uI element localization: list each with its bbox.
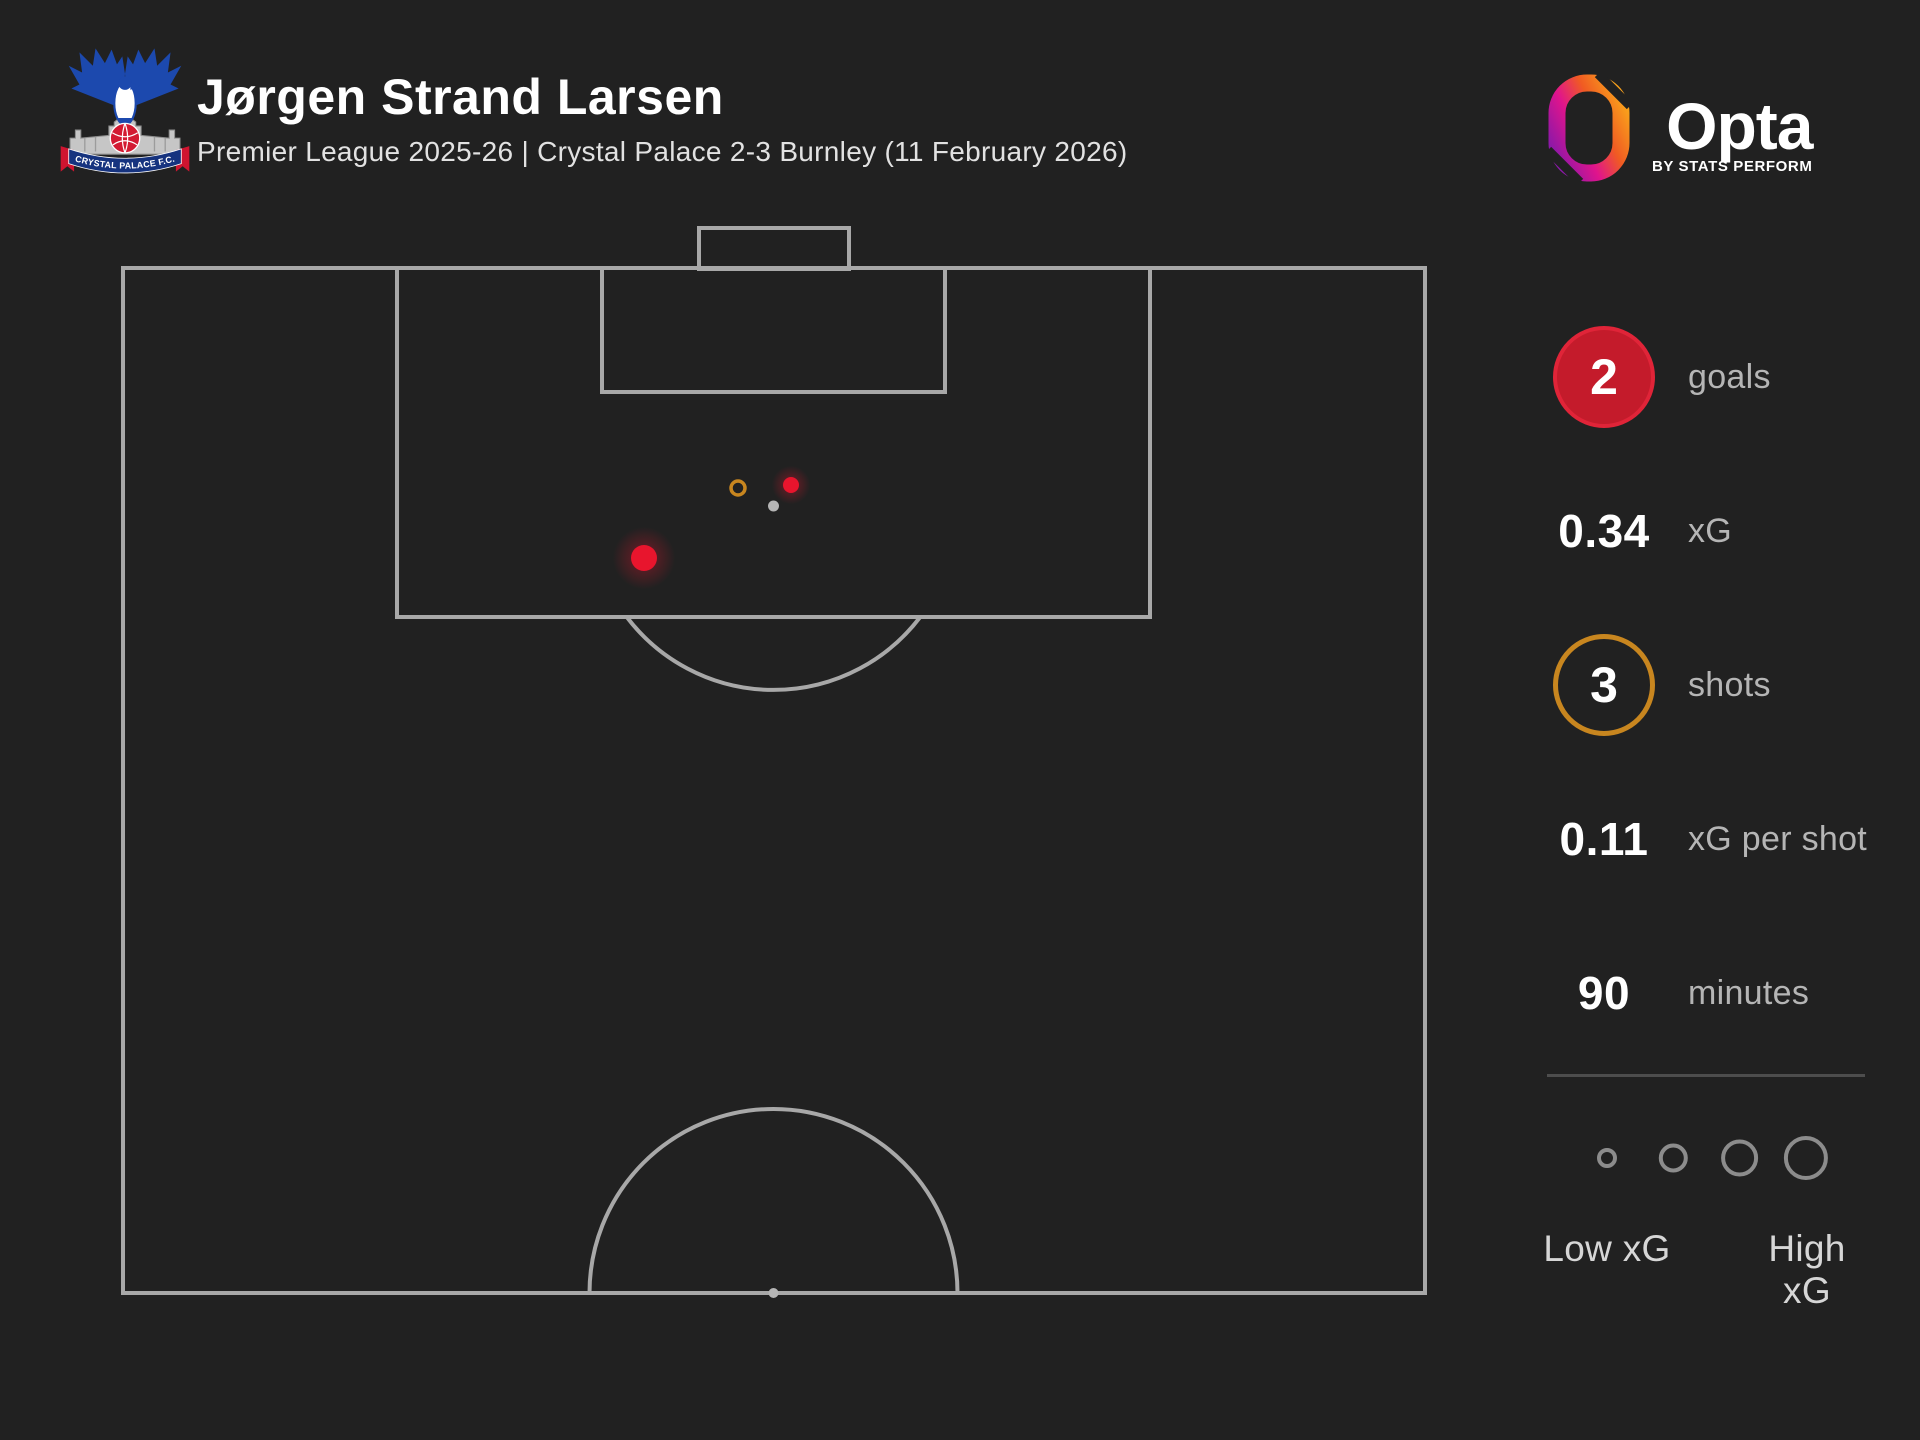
- club-crest: CRYSTAL PALACE F.C.: [60, 48, 190, 174]
- opta-byline: BY STATS PERFORM: [1652, 158, 1813, 176]
- opta-wordmark: Opta BY STATS PERFORM: [1652, 89, 1813, 182]
- shots-value: 3: [1590, 657, 1618, 713]
- minutes-value: 90: [1577, 967, 1631, 1019]
- opta-name: Opta: [1666, 89, 1813, 163]
- penalty-spot: [768, 500, 779, 512]
- legend-high-label: High xG: [1768, 1228, 1846, 1311]
- xg-size-legend: [1597, 1136, 1828, 1180]
- match-subtitle: Premier League 2025-26 | Crystal Palace …: [197, 136, 1128, 167]
- goals-label: goals: [1688, 357, 1771, 396]
- crest-palace-columns: [84, 136, 166, 152]
- centre-circle: [587, 1107, 960, 1294]
- legend-bubble: [1721, 1139, 1759, 1177]
- page-title: Jørgen Strand Larsen: [197, 69, 724, 125]
- xg-per-shot-label: xG per shot: [1688, 819, 1868, 858]
- stat-row-xg-per-shot: 0.11 xG per shot: [1525, 762, 1920, 916]
- minutes-label: minutes: [1688, 973, 1810, 1012]
- xg-value: 0.34: [1558, 505, 1650, 557]
- crest-banner: [68, 148, 182, 174]
- legend-low-label: Low xG: [1543, 1228, 1671, 1269]
- opta-mark-icon: [1548, 74, 1630, 182]
- goal-frame: [697, 226, 851, 271]
- goals-value: 2: [1590, 349, 1618, 405]
- crest-eagle-right-wing: [125, 48, 182, 109]
- stats-panel: 2 goals 0.34 xG 3 shots 0.11 xG per shot: [1525, 300, 1920, 1311]
- stat-row-goals: 2 goals: [1525, 300, 1920, 454]
- crest-eagle-beak: [130, 81, 140, 90]
- stat-row-shots: 3 shots: [1525, 608, 1920, 762]
- crest-eagle-left-wing: [68, 48, 125, 109]
- penalty-arc: [625, 615, 922, 692]
- xg-label: xG: [1688, 511, 1733, 550]
- shot-marker-no-goal: [729, 479, 747, 497]
- goals-badge: 2: [1553, 326, 1655, 428]
- shots-label: shots: [1688, 665, 1771, 704]
- shot-marker-goal: [783, 477, 799, 493]
- opta-logo: Opta BY STATS PERFORM: [1548, 74, 1813, 182]
- crest-eagle-head: [118, 76, 132, 90]
- header: Jørgen Strand Larsen Premier League 2025…: [197, 72, 1127, 168]
- legend-bubble: [1783, 1136, 1828, 1180]
- shot-marker-goal: [631, 545, 657, 571]
- stat-row-xg: 0.34 xG: [1525, 454, 1920, 608]
- crest-football-seams: [111, 123, 139, 154]
- legend-bubble: [1597, 1148, 1617, 1168]
- centre-spot: [768, 1288, 779, 1298]
- legend-bubble: [1658, 1143, 1688, 1173]
- shots-layer: [612, 465, 811, 590]
- stat-row-minutes: 90 minutes: [1525, 916, 1920, 1070]
- xg-per-shot-value: 0.11: [1559, 813, 1649, 865]
- penalty-area: [395, 266, 1152, 619]
- six-yard-box: [600, 266, 947, 394]
- shots-badge: 3: [1553, 634, 1655, 736]
- pitch-outline: [121, 266, 1427, 1295]
- legend-divider: [1547, 1074, 1865, 1077]
